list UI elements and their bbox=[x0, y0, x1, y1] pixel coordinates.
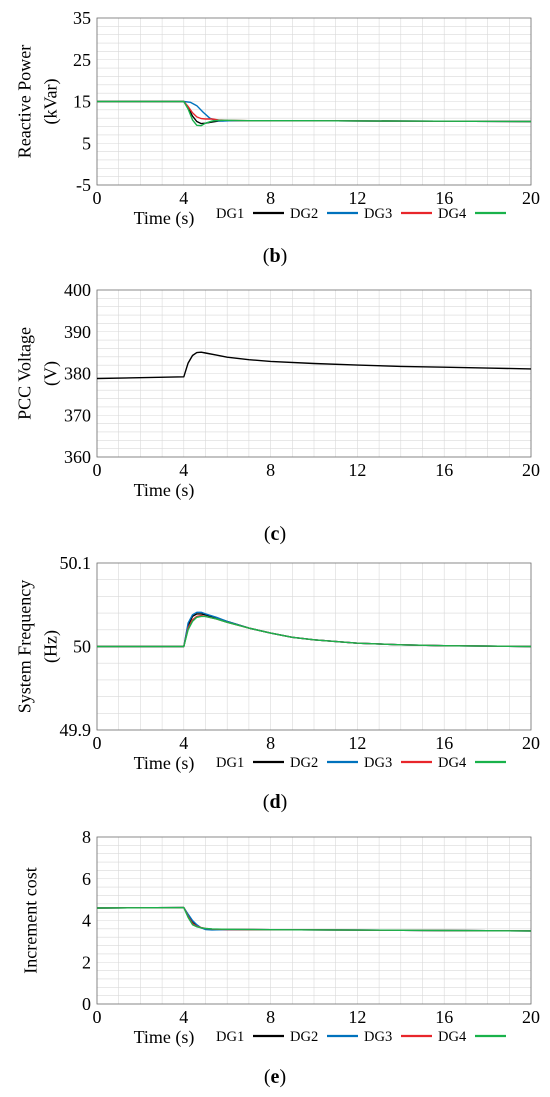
y-tick-label: 5 bbox=[82, 133, 91, 153]
x-tick-label: 16 bbox=[435, 733, 453, 753]
y-axis-label: (V) bbox=[40, 361, 61, 386]
legend-label-dg2: DG2 bbox=[290, 206, 318, 222]
x-tick-label: 8 bbox=[266, 460, 275, 480]
y-tick-label: 15 bbox=[73, 92, 91, 112]
chart-panel-b: 0 4 8 12 16 20 -5 5 15 25 35 Time (s) Reactive Power… bbox=[14, 8, 540, 267]
y-tick-label: 380 bbox=[64, 364, 91, 384]
x-axis-label: Time (s) bbox=[134, 480, 195, 501]
y-tick-label: 0 bbox=[82, 994, 91, 1014]
x-tick-label: 12 bbox=[348, 1007, 366, 1027]
y-axis-label: Increment cost bbox=[20, 867, 40, 973]
y-axis-label: (kVar) bbox=[40, 79, 61, 125]
x-tick-label: 20 bbox=[522, 188, 540, 208]
y-tick-label: 25 bbox=[73, 50, 91, 70]
y-tick-label: 50.1 bbox=[60, 553, 92, 573]
x-tick-label: 4 bbox=[179, 733, 188, 753]
x-tick-label: 4 bbox=[179, 188, 188, 208]
x-tick-label: 0 bbox=[93, 733, 102, 753]
x-tick-label: 16 bbox=[435, 460, 453, 480]
series-line-dg4 bbox=[96, 906, 532, 932]
panel-label: (c) bbox=[264, 523, 286, 545]
chart-panel-d: 0 4 8 12 16 20 49.9 50 50.1 Time (s) System Freque… bbox=[14, 553, 540, 813]
plot-frame bbox=[96, 836, 532, 1005]
series-line-dg4 bbox=[97, 615, 532, 648]
x-tick-label: 0 bbox=[93, 1007, 102, 1027]
x-tick-label: 4 bbox=[179, 1007, 188, 1027]
y-tick-label: 8 bbox=[82, 827, 91, 847]
legend-label-dg3: DG3 bbox=[364, 206, 392, 222]
x-axis-label: Time (s) bbox=[134, 753, 195, 774]
y-tick-label: 49.9 bbox=[60, 720, 92, 740]
legend: DG1 DG2 DG3 DG4 bbox=[216, 1029, 506, 1045]
legend-label-dg1: DG1 bbox=[216, 206, 244, 222]
panel-label: (b) bbox=[263, 245, 287, 267]
x-tick-label: 20 bbox=[522, 733, 540, 753]
legend-label-dg3: DG3 bbox=[364, 1029, 392, 1045]
x-tick-label: 16 bbox=[435, 188, 453, 208]
y-tick-label: 2 bbox=[82, 952, 91, 972]
legend: DG1 DG2 DG3 DG4 bbox=[216, 206, 506, 222]
y-tick-label: 35 bbox=[73, 8, 91, 28]
x-tick-label: 0 bbox=[93, 188, 102, 208]
x-tick-label: 8 bbox=[266, 733, 275, 753]
legend-label-dg1: DG1 bbox=[216, 755, 244, 771]
x-tick-label: 16 bbox=[435, 1007, 453, 1027]
plot-frame bbox=[96, 289, 532, 458]
x-tick-label: 0 bbox=[93, 460, 102, 480]
legend: DG1 DG2 DG3 DG4 bbox=[216, 755, 506, 771]
y-tick-label: 50 bbox=[73, 637, 91, 657]
x-axis-label: Time (s) bbox=[134, 1027, 195, 1048]
legend-label-dg4: DG4 bbox=[438, 1029, 467, 1045]
legend-label-dg4: DG4 bbox=[438, 755, 467, 771]
x-tick-label: 12 bbox=[348, 460, 366, 480]
legend-label-dg3: DG3 bbox=[364, 755, 392, 771]
x-axis-label: Time (s) bbox=[134, 208, 195, 229]
y-tick-label: -5 bbox=[76, 175, 91, 195]
y-tick-label: 400 bbox=[64, 280, 91, 300]
legend-label-dg2: DG2 bbox=[290, 1029, 318, 1045]
x-tick-label: 8 bbox=[266, 1007, 275, 1027]
series-line-pcc-voltage bbox=[96, 351, 532, 380]
series-line-dg4 bbox=[97, 100, 532, 127]
panel-label: (d) bbox=[263, 791, 287, 813]
x-tick-label: 8 bbox=[266, 188, 275, 208]
y-axis-label: (Hz) bbox=[40, 630, 61, 663]
y-tick-label: 390 bbox=[64, 322, 91, 342]
chart-panel-c: 0 4 8 12 16 20 360 370 380 390 400 Time (s) PCC Volt… bbox=[14, 280, 540, 545]
x-tick-label: 20 bbox=[522, 1007, 540, 1027]
panel-label: (e) bbox=[264, 1066, 286, 1088]
grid-lines bbox=[96, 18, 532, 186]
legend-label-dg2: DG2 bbox=[290, 755, 318, 771]
y-axis-label: PCC Voltage bbox=[14, 327, 34, 420]
x-tick-label: 12 bbox=[348, 733, 366, 753]
x-tick-label: 4 bbox=[179, 460, 188, 480]
legend-label-dg4: DG4 bbox=[438, 206, 467, 222]
y-axis-label: System Frequency bbox=[14, 580, 34, 713]
y-tick-label: 370 bbox=[64, 405, 91, 425]
y-axis-label: Reactive Power bbox=[14, 45, 34, 158]
x-tick-label: 20 bbox=[522, 460, 540, 480]
y-tick-label: 360 bbox=[64, 447, 91, 467]
x-tick-label: 12 bbox=[348, 188, 366, 208]
y-tick-label: 6 bbox=[82, 869, 91, 889]
y-tick-label: 4 bbox=[82, 911, 91, 931]
grid-lines bbox=[96, 837, 532, 1005]
legend-label-dg1: DG1 bbox=[216, 1029, 244, 1045]
grid-lines bbox=[96, 290, 532, 458]
